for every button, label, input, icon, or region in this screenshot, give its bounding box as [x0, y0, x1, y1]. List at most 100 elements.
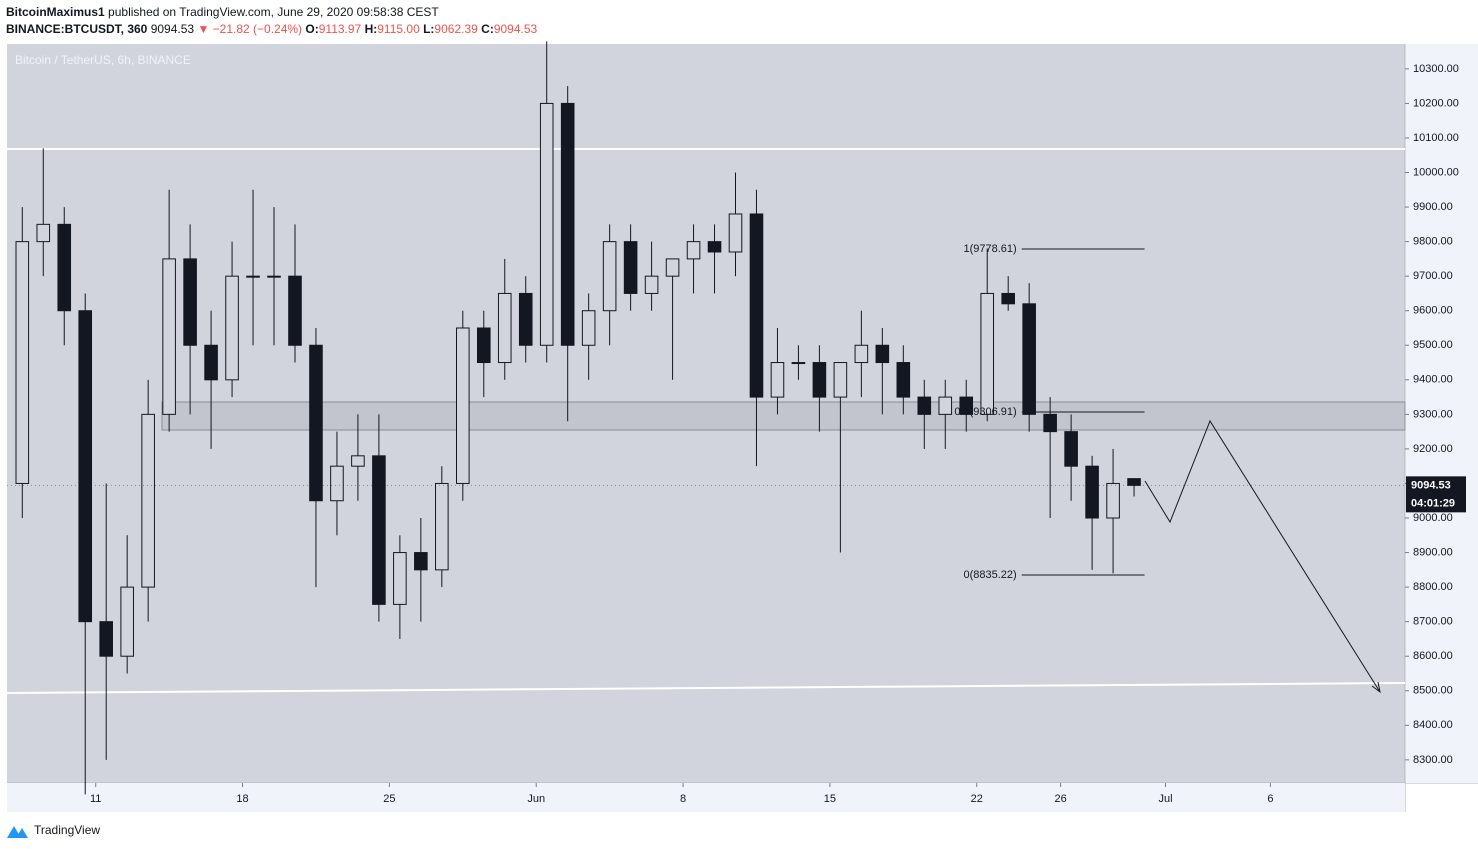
candle-body	[120, 586, 134, 657]
h: 9115.00	[377, 22, 420, 36]
x-tick-label: 25	[383, 793, 395, 805]
candle-body	[330, 465, 344, 502]
support-zone	[161, 401, 1406, 431]
candle-body	[15, 241, 30, 484]
candle-body	[351, 455, 365, 467]
candle-body	[833, 362, 848, 398]
y-tick-label: 8500.00	[1413, 685, 1453, 697]
x-tick-label: 8	[680, 793, 686, 805]
candle-body	[623, 241, 638, 294]
o-label: O:	[305, 22, 319, 36]
candle-body	[560, 102, 575, 346]
ohlc-line: BINANCE:BTCUSDT, 360 9094.53 ▼ −21.82 (−…	[6, 22, 537, 36]
y-tick-label: 10100.00	[1413, 132, 1459, 144]
candle-body	[791, 362, 806, 365]
candle-body	[99, 621, 113, 657]
y-tick-label: 9900.00	[1413, 201, 1453, 213]
logo	[7, 826, 28, 838]
candle-body	[518, 292, 533, 346]
candle-body	[414, 552, 428, 571]
x-tick-label: 15	[824, 793, 836, 805]
candle-body	[686, 241, 701, 260]
x-tick-label: 11	[90, 793, 101, 805]
y-tick-label: 10200.00	[1413, 97, 1459, 109]
candle-body	[435, 482, 449, 571]
c-label: C:	[481, 22, 494, 36]
candle-body	[476, 327, 491, 364]
last: 9094.53	[150, 22, 195, 36]
y-tick-label: 8300.00	[1413, 754, 1453, 766]
candle-body	[602, 241, 617, 312]
candle-body	[162, 258, 176, 415]
y-tick-label: 8400.00	[1413, 719, 1453, 731]
candle-body	[183, 258, 197, 346]
candle-body	[707, 241, 722, 253]
candle-body	[57, 223, 72, 312]
candle-body	[749, 213, 764, 398]
candle-body	[644, 275, 659, 294]
y-tick-label: 10000.00	[1413, 166, 1459, 178]
candle-body	[539, 102, 554, 346]
countdown: 04:01:29	[1411, 497, 1455, 509]
candle-body	[728, 213, 743, 253]
candle-body	[812, 362, 827, 398]
candle-body	[1106, 482, 1120, 519]
y-tick-label: 9700.00	[1413, 270, 1453, 282]
candle-body	[456, 327, 470, 484]
candle-body	[1085, 465, 1099, 519]
y-tick-label: 9200.00	[1413, 443, 1453, 455]
candle-body	[917, 396, 932, 415]
last-price-badge	[1406, 476, 1466, 513]
candle-body	[1064, 431, 1078, 467]
o: 9113.97	[318, 22, 362, 36]
candle-body	[581, 310, 596, 346]
candle-body	[1022, 303, 1036, 415]
x-tick-label: Jun	[527, 793, 545, 805]
candle-body	[225, 275, 239, 381]
fib-label: 1(9778.61)	[964, 243, 1017, 255]
candle-body	[204, 344, 218, 381]
chart-legend: Bitcoin / TetherUS, 6h, BINANCE	[15, 53, 191, 67]
y-tick-label: 10300.00	[1413, 63, 1459, 75]
projection-path	[1144, 419, 1381, 693]
candle-body	[875, 344, 890, 364]
logo-icon	[7, 826, 28, 838]
symbol: BINANCE:BTCUSDT, 360	[6, 22, 148, 36]
y-tick-label: 8700.00	[1413, 616, 1453, 628]
candle-body	[36, 223, 51, 243]
y-tick-label: 8800.00	[1413, 581, 1453, 593]
fib-label: 0(8835.22)	[964, 569, 1017, 581]
candle-body	[141, 413, 155, 588]
candle-body	[770, 362, 785, 398]
candle-body	[854, 344, 869, 364]
y-tick-label: 9000.00	[1413, 512, 1453, 524]
y-tick-label: 9500.00	[1413, 339, 1453, 351]
y-tick-label: 9800.00	[1413, 236, 1453, 248]
candle-body	[393, 552, 407, 605]
last-price-label: 9094.53	[1411, 479, 1451, 491]
x-tick-label: 6	[1267, 793, 1273, 805]
price-axis-bg	[1406, 44, 1478, 783]
author: BitcoinMaximus1	[6, 5, 105, 19]
candle-body	[372, 455, 386, 605]
y-tick-label: 9600.00	[1413, 305, 1453, 317]
candle-body	[980, 292, 995, 415]
y-tick-label: 8600.00	[1413, 650, 1453, 662]
candle-body	[938, 396, 953, 415]
l: 9062.39	[434, 22, 478, 36]
candle-body	[1043, 413, 1057, 433]
publish-line: BitcoinMaximus1 published on TradingView…	[6, 5, 439, 19]
y-tick-label: 9300.00	[1413, 408, 1453, 420]
arrow-head	[1371, 681, 1381, 694]
l-label: L:	[423, 22, 435, 36]
candle-body	[78, 310, 93, 623]
candle-body	[959, 396, 974, 415]
time-axis-bg	[7, 783, 1405, 812]
candle-body	[665, 258, 680, 277]
candle-body	[1127, 478, 1141, 486]
y-tick-label: 8900.00	[1413, 546, 1453, 558]
c: 9094.53	[493, 22, 538, 36]
candle-body	[896, 362, 911, 398]
